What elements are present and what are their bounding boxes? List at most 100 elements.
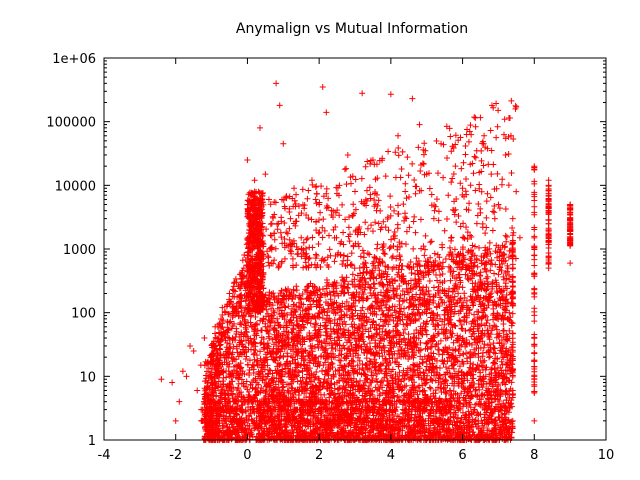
data-point-dense bbox=[430, 284, 437, 291]
data-point-dense bbox=[367, 275, 374, 282]
data-point bbox=[219, 304, 226, 311]
data-point bbox=[244, 156, 251, 163]
data-point-dense bbox=[458, 390, 465, 397]
data-point-dense bbox=[490, 359, 497, 366]
data-point-dense bbox=[376, 392, 383, 399]
data-point-dense bbox=[436, 254, 443, 261]
data-point bbox=[488, 171, 495, 178]
data-point-dense bbox=[373, 375, 380, 382]
data-point-dense bbox=[394, 393, 401, 400]
data-point-dense bbox=[482, 287, 489, 294]
data-point-dense bbox=[320, 379, 327, 386]
data-point bbox=[190, 347, 197, 354]
data-point-dense bbox=[474, 308, 481, 315]
data-point-dense bbox=[293, 314, 300, 321]
data-point-dense bbox=[222, 337, 229, 344]
data-point bbox=[452, 163, 459, 170]
data-point-dense bbox=[500, 327, 507, 334]
data-point-dense bbox=[225, 334, 232, 341]
data-point bbox=[176, 398, 183, 405]
data-point bbox=[169, 379, 176, 386]
data-point bbox=[516, 234, 523, 241]
data-point bbox=[567, 260, 574, 267]
data-point bbox=[395, 132, 402, 139]
data-point-dense bbox=[491, 270, 498, 277]
data-point-dense bbox=[461, 290, 468, 297]
data-point bbox=[430, 215, 437, 222]
data-point-dense bbox=[393, 322, 400, 329]
data-point-dense bbox=[348, 342, 355, 349]
data-point bbox=[387, 91, 394, 98]
data-point-dense bbox=[414, 391, 421, 398]
data-point bbox=[495, 271, 502, 278]
data-point-dense bbox=[428, 376, 435, 383]
data-point-dense bbox=[238, 291, 245, 298]
data-point-dense bbox=[483, 275, 490, 282]
data-point-dense bbox=[503, 238, 510, 245]
data-point bbox=[405, 304, 412, 311]
data-point-dense bbox=[319, 286, 326, 293]
data-point-dense bbox=[258, 327, 265, 334]
data-point bbox=[291, 185, 298, 192]
data-point-dense bbox=[293, 283, 300, 290]
data-point-dense bbox=[359, 392, 366, 399]
data-point-dense bbox=[370, 412, 377, 419]
data-point-dense bbox=[377, 316, 384, 323]
data-point bbox=[319, 84, 326, 91]
data-point-dense bbox=[498, 358, 505, 365]
data-point bbox=[256, 124, 263, 131]
data-point bbox=[402, 188, 409, 195]
data-point-dense bbox=[296, 292, 303, 299]
data-point bbox=[298, 234, 305, 241]
data-point-dense bbox=[484, 273, 491, 280]
data-point bbox=[273, 80, 280, 87]
data-point bbox=[359, 90, 366, 97]
data-point-dense bbox=[436, 365, 443, 372]
data-point-dense bbox=[435, 346, 442, 353]
data-point-dense bbox=[403, 320, 410, 327]
data-point-dense bbox=[264, 340, 271, 347]
data-point-dense bbox=[371, 280, 378, 287]
data-point-dense bbox=[455, 368, 462, 375]
data-point bbox=[187, 342, 194, 349]
data-point-dense bbox=[448, 334, 455, 341]
data-point-dense bbox=[487, 267, 494, 274]
data-point-dense bbox=[262, 320, 269, 327]
data-point bbox=[172, 417, 179, 424]
data-point bbox=[409, 95, 416, 102]
data-point-dense bbox=[359, 361, 366, 368]
data-point bbox=[531, 417, 538, 424]
data-point bbox=[323, 109, 330, 116]
data-point bbox=[276, 102, 283, 109]
data-point-dense bbox=[288, 296, 295, 303]
data-point bbox=[416, 121, 423, 128]
data-point-dense bbox=[452, 323, 459, 330]
data-point bbox=[280, 140, 287, 147]
data-point bbox=[545, 177, 552, 184]
data-point bbox=[495, 201, 502, 208]
data-point-dense bbox=[364, 306, 371, 313]
data-point-dense bbox=[288, 422, 295, 429]
data-point bbox=[251, 177, 258, 184]
data-point bbox=[502, 151, 509, 158]
data-point bbox=[445, 192, 452, 199]
data-point-dense bbox=[229, 349, 236, 356]
data-point bbox=[201, 335, 208, 342]
data-point-dense bbox=[462, 327, 469, 334]
data-point-dense bbox=[232, 275, 239, 282]
data-point-dense bbox=[399, 288, 406, 294]
data-point-dense bbox=[466, 327, 473, 334]
data-point-dense bbox=[426, 384, 433, 391]
data-point bbox=[481, 132, 488, 139]
data-point bbox=[344, 151, 351, 158]
data-point-dense bbox=[457, 318, 464, 325]
data-point-dense bbox=[315, 310, 322, 317]
data-point bbox=[240, 265, 247, 272]
data-point bbox=[459, 185, 466, 192]
data-point-dense bbox=[417, 339, 424, 346]
data-point-dense bbox=[379, 353, 386, 360]
data-point-dense bbox=[434, 277, 441, 284]
data-point bbox=[265, 196, 272, 203]
data-point bbox=[158, 376, 165, 383]
